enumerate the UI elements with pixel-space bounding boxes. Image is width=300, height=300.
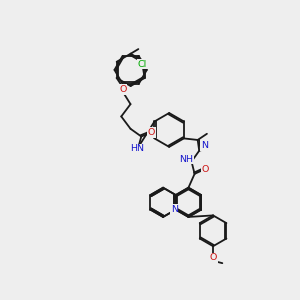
Text: O: O — [148, 128, 155, 137]
Text: HN: HN — [130, 144, 144, 153]
Text: N: N — [171, 205, 178, 214]
Text: O: O — [209, 253, 217, 262]
Text: O: O — [119, 85, 127, 94]
Text: Cl: Cl — [138, 60, 147, 69]
Text: N: N — [201, 141, 208, 150]
Text: O: O — [202, 166, 209, 175]
Text: NH: NH — [179, 155, 193, 164]
